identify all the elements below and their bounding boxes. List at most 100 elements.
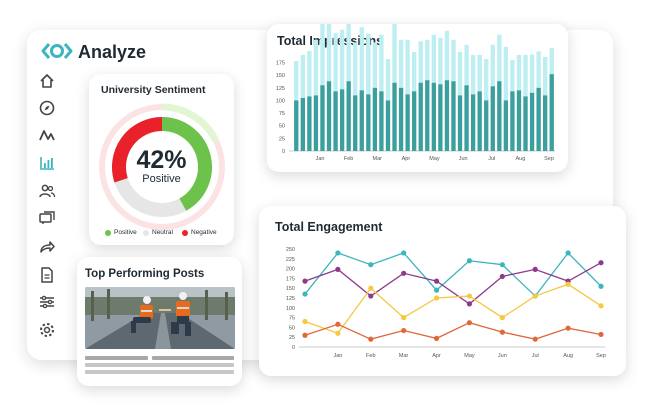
bar-base-segment <box>405 94 410 151</box>
bar-top-segment <box>549 47 554 75</box>
y-tick-label: 75 <box>289 316 295 322</box>
data-point <box>401 270 407 276</box>
x-tick-label: Jan <box>333 353 342 359</box>
sentiment-card: University Sentiment 42% Positive Positi… <box>89 74 234 245</box>
y-tick-label: 0 <box>282 149 285 155</box>
data-point <box>598 283 604 289</box>
bar-top-segment <box>464 44 469 86</box>
bar-base-segment <box>536 87 541 151</box>
bar-base-segment <box>385 100 391 151</box>
y-tick-label: 0 <box>292 345 295 351</box>
bar-top-segment <box>510 60 515 92</box>
document-icon[interactable] <box>38 266 56 284</box>
bar-top-segment <box>497 34 502 82</box>
bar-base-segment <box>326 81 332 151</box>
share-arrow-icon[interactable] <box>38 238 56 256</box>
bar-top-segment <box>346 24 351 82</box>
bar-top-segment <box>333 33 338 92</box>
y-tick-label: 75 <box>279 111 285 117</box>
data-point <box>532 266 538 272</box>
sentiment-donut <box>99 103 225 230</box>
bar-base-segment <box>359 90 364 151</box>
bar-base-segment <box>372 87 378 151</box>
data-point <box>433 335 440 341</box>
x-tick-label: May <box>429 156 440 162</box>
bar-top-segment <box>366 33 371 95</box>
data-point <box>433 287 440 293</box>
app-title: Analyze <box>78 42 147 62</box>
bar-top-segment <box>339 29 345 90</box>
bar-base-segment <box>431 82 436 151</box>
data-point <box>302 332 308 338</box>
caption-placeholder-line <box>85 356 148 360</box>
bar-base-segment <box>333 91 338 151</box>
donut-slice-negative <box>112 117 163 183</box>
y-tick-label: 25 <box>279 136 285 142</box>
data-point <box>401 327 407 334</box>
bar-top-segment <box>385 58 391 101</box>
x-tick-label: Jul <box>488 156 495 162</box>
bar-base-segment <box>379 91 384 151</box>
x-tick-label: Aug <box>563 353 573 359</box>
y-tick-label: 175 <box>276 61 285 67</box>
bar-top-segment <box>300 54 305 98</box>
sentiment-title: University Sentiment <box>101 84 206 96</box>
x-tick-label: Feb <box>366 353 375 359</box>
y-tick-label: 125 <box>276 86 285 92</box>
data-point <box>368 336 374 342</box>
y-tick-label: 50 <box>279 124 285 130</box>
series-line-yellow <box>304 283 602 335</box>
y-tick-label: 175 <box>286 276 295 282</box>
bar-base-segment <box>444 80 450 151</box>
bar-base-segment <box>497 81 502 151</box>
analytics-wave-icon[interactable] <box>38 126 56 144</box>
series-line-purple <box>304 262 602 305</box>
data-point <box>598 331 604 338</box>
engagement-chart: 0 25 50 75 100 125 150 175 200 225 250 Jan Feb Mar Apr… <box>286 247 606 359</box>
bar-top-segment <box>516 54 522 91</box>
bar-base-segment <box>529 92 535 151</box>
data-point <box>433 295 440 301</box>
x-tick-label: Sep <box>544 156 554 162</box>
data-point <box>466 301 473 307</box>
users-icon[interactable] <box>38 182 56 200</box>
bar-base-segment <box>313 95 319 151</box>
post-image[interactable] <box>85 287 235 349</box>
bar-base-segment <box>490 86 495 151</box>
bar-base-segment <box>339 89 345 151</box>
bar-base-segment <box>300 97 305 151</box>
bar-top-segment <box>438 37 443 85</box>
y-tick-label: 200 <box>286 267 295 273</box>
data-point <box>335 250 341 256</box>
bar-base-segment <box>366 94 371 151</box>
x-tick-label: Aug <box>515 156 525 162</box>
bar-base-segment <box>398 87 404 151</box>
bar-base-segment <box>523 96 528 151</box>
settings-icon[interactable] <box>38 321 56 339</box>
home-icon[interactable] <box>38 72 56 90</box>
bar-base-segment <box>392 82 397 151</box>
x-tick-label: Apr <box>432 353 441 359</box>
sliders-icon[interactable] <box>38 293 56 311</box>
bar-top-segment <box>379 34 384 92</box>
compass-icon[interactable] <box>38 99 56 117</box>
bar-base-segment <box>503 100 509 151</box>
x-tick-label: Jan <box>316 156 325 162</box>
sentiment-percent: 42% <box>136 146 187 174</box>
donut-slice-positive <box>161 117 212 211</box>
x-tick-label: Apr <box>402 156 411 162</box>
data-point <box>368 285 374 291</box>
bar-base-segment <box>320 85 325 151</box>
bar-base-segment <box>346 81 351 151</box>
bar-top-segment <box>536 51 541 88</box>
bar-chart-icon[interactable] <box>38 154 56 172</box>
messages-icon[interactable] <box>38 210 56 228</box>
donut-slice-neutral <box>114 177 187 217</box>
bar-top-segment <box>484 58 489 101</box>
data-point <box>532 336 538 342</box>
bar-base-segment <box>484 100 489 151</box>
caption-placeholder-line <box>152 356 234 360</box>
y-tick-label: 250 <box>286 247 295 253</box>
bar-top-segment <box>307 50 312 97</box>
y-tick-label: 100 <box>276 98 285 104</box>
